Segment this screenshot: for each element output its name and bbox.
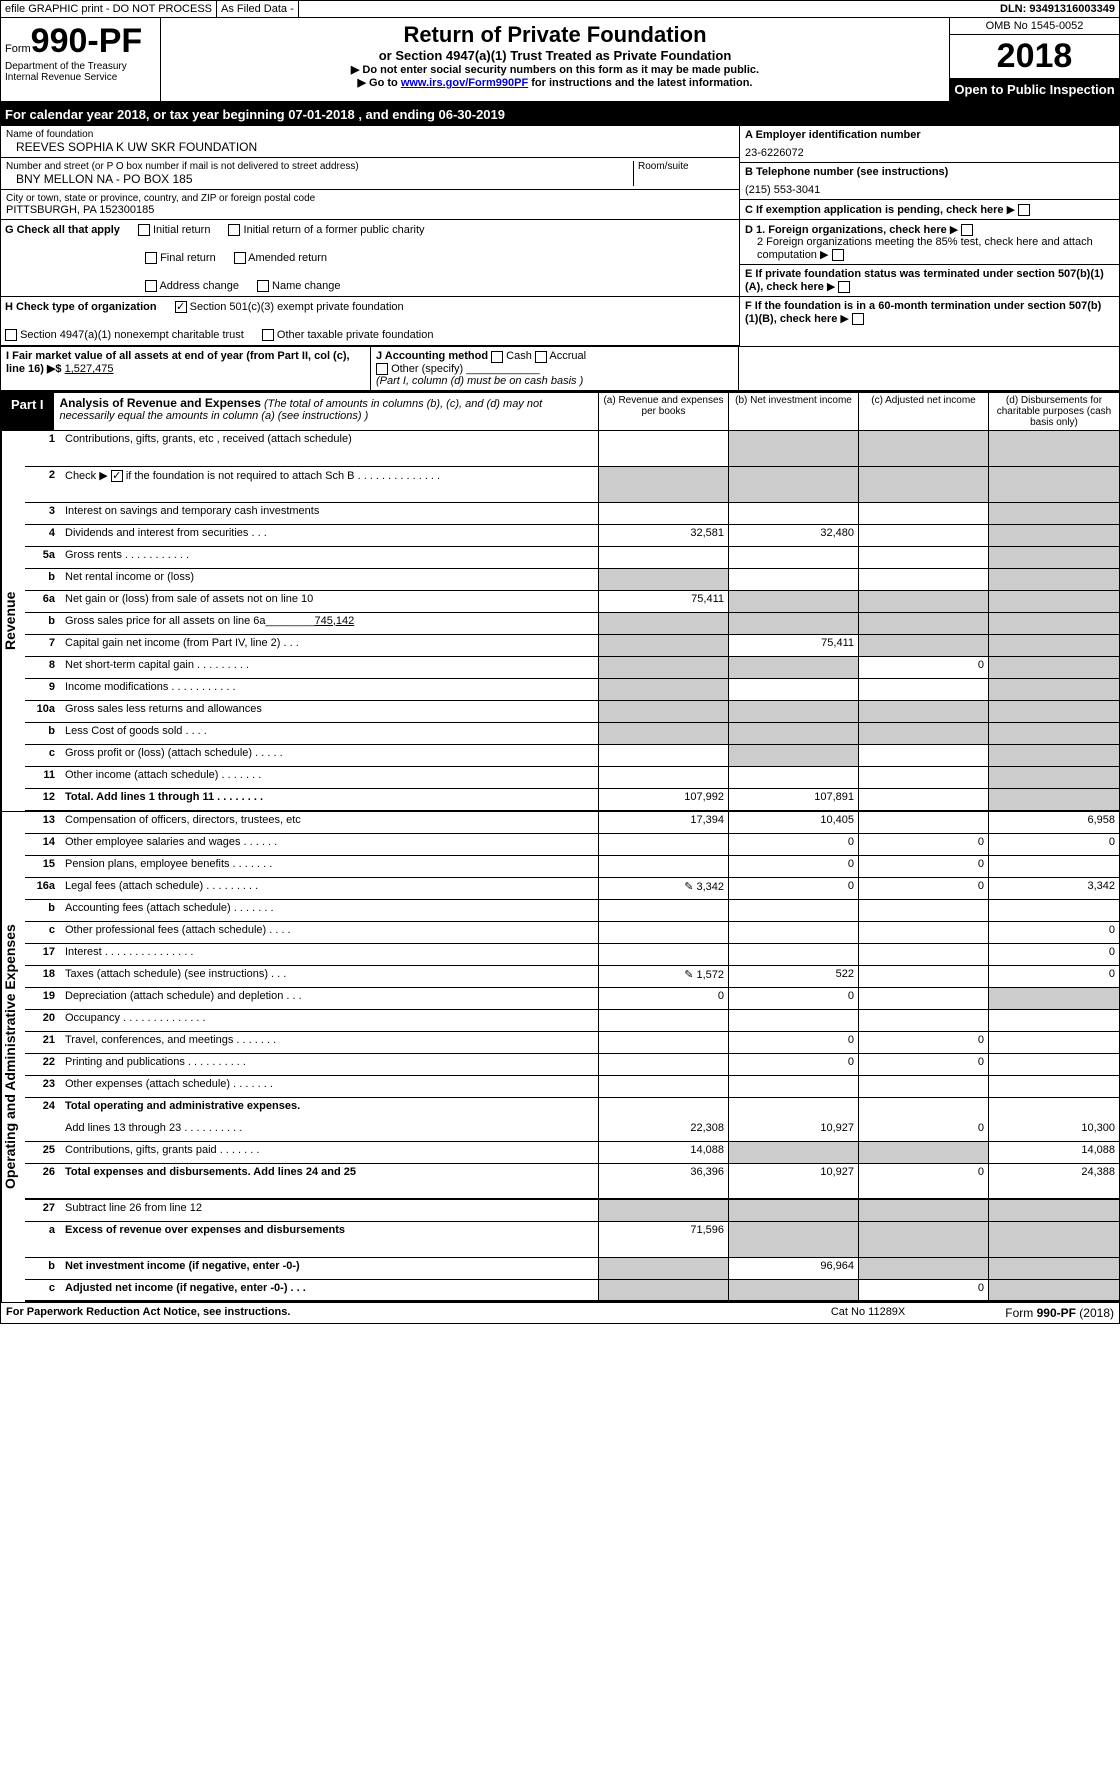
col-b-hdr: (b) Net investment income [729,393,859,430]
i-cell: I Fair market value of all assets at end… [1,347,371,389]
footer: For Paperwork Reduction Act Notice, see … [1,1302,1119,1323]
omb: OMB No 1545-0052 [950,18,1119,35]
col-c-hdr: (c) Adjusted net income [859,393,989,430]
checkbox-c[interactable] [1018,204,1030,216]
part1-desc: Analysis of Revenue and Expenses (The to… [54,393,599,430]
city-cell: City or town, state or province, country… [1,190,739,220]
efile-notice: efile GRAPHIC print - DO NOT PROCESS [1,1,217,17]
ij-row: I Fair market value of all assets at end… [1,347,1119,390]
e-cell: E If private foundation status was termi… [740,265,1119,297]
h-checks: H Check type of organization ✓ Section 5… [1,297,739,346]
header-left: Form990-PF Department of the Treasury In… [1,18,161,101]
checkbox-final[interactable] [145,252,157,264]
form-id: Form990-PF [5,22,156,61]
irs: Internal Revenue Service [5,72,156,83]
tel-cell: B Telephone number (see instructions) (2… [740,163,1119,200]
cat-no: Cat No 11289X [831,1306,905,1320]
f-cell: F If the foundation is in a 60-month ter… [740,297,1119,328]
form-subtitle: or Section 4947(a)(1) Trust Treated as P… [165,48,945,63]
attachment-icon[interactable]: ✎ [684,969,693,981]
col-d-hdr: (d) Disbursements for charitable purpose… [989,393,1119,430]
column-headers: (a) Revenue and expenses per books (b) N… [599,393,1119,430]
header-right: OMB No 1545-0052 2018 Open to Public Ins… [949,18,1119,101]
dln: DLN: 93491316003349 [996,1,1119,17]
checkbox-d2[interactable] [832,249,844,261]
header-center: Return of Private Foundation or Section … [161,18,949,101]
header-line2: ▶ Go to www.irs.gov/Form990PF for instru… [165,76,945,89]
part1-header: Part I Analysis of Revenue and Expenses … [1,391,1119,431]
address-cell: Number and street (or P O box number if … [1,158,739,190]
form-title: Return of Private Foundation [165,22,945,48]
checkbox-d1[interactable] [961,224,973,236]
checkbox-4947[interactable] [5,329,17,341]
expenses-side-label: Operating and Administrative Expenses [1,812,25,1302]
checkbox-schb[interactable]: ✓ [111,470,123,482]
revenue-side-label: Revenue [1,431,25,811]
tax-year: 2018 [950,35,1119,78]
checkbox-initial[interactable] [138,224,150,236]
irs-link[interactable]: www.irs.gov/Form990PF [401,77,528,89]
topbar: efile GRAPHIC print - DO NOT PROCESS As … [1,1,1119,18]
checkbox-amended[interactable] [234,252,246,264]
foundation-name-cell: Name of foundation REEVES SOPHIA K UW SK… [1,126,739,158]
part1-label: Part I [1,393,54,430]
form-container: efile GRAPHIC print - DO NOT PROCESS As … [0,0,1120,1324]
checkbox-other-acct[interactable] [376,363,388,375]
j-cell: J Accounting method Cash Accrual Other (… [371,347,739,389]
checkbox-other-tax[interactable] [262,329,274,341]
inspection-badge: Open to Public Inspection [950,78,1119,101]
header-line1: ▶ Do not enter social security numbers o… [165,63,945,76]
form-ref: Form 990-PF (2018) [1005,1306,1114,1320]
checkbox-cash[interactable] [491,351,503,363]
info-right: A Employer identification number 23-6226… [739,126,1119,346]
expenses-section: Operating and Administrative Expenses 13… [1,811,1119,1302]
attachment-icon[interactable]: ✎ [684,881,693,893]
revenue-section: Revenue 1Contributions, gifts, grants, e… [1,431,1119,811]
col-a-hdr: (a) Revenue and expenses per books [599,393,729,430]
calendar-year-row: For calendar year 2018, or tax year begi… [1,103,1119,126]
ein-cell: A Employer identification number 23-6226… [740,126,1119,163]
checkbox-accrual[interactable] [535,351,547,363]
checkbox-name[interactable] [257,280,269,292]
d-cell: D 1. Foreign organizations, check here ▶… [740,220,1119,265]
as-filed: As Filed Data - [217,1,299,17]
dept: Department of the Treasury [5,61,156,72]
g-checks: G Check all that apply Initial return In… [1,220,739,297]
info-left: Name of foundation REEVES SOPHIA K UW SK… [1,126,739,346]
checkbox-501c3[interactable]: ✓ [175,301,187,313]
paperwork-notice: For Paperwork Reduction Act Notice, see … [6,1306,290,1320]
c-cell: C If exemption application is pending, c… [740,200,1119,220]
checkbox-f[interactable] [852,313,864,325]
header: Form990-PF Department of the Treasury In… [1,18,1119,103]
info-grid: Name of foundation REEVES SOPHIA K UW SK… [1,126,1119,347]
checkbox-address[interactable] [145,280,157,292]
checkbox-initial-former[interactable] [228,224,240,236]
checkbox-e[interactable] [838,281,850,293]
